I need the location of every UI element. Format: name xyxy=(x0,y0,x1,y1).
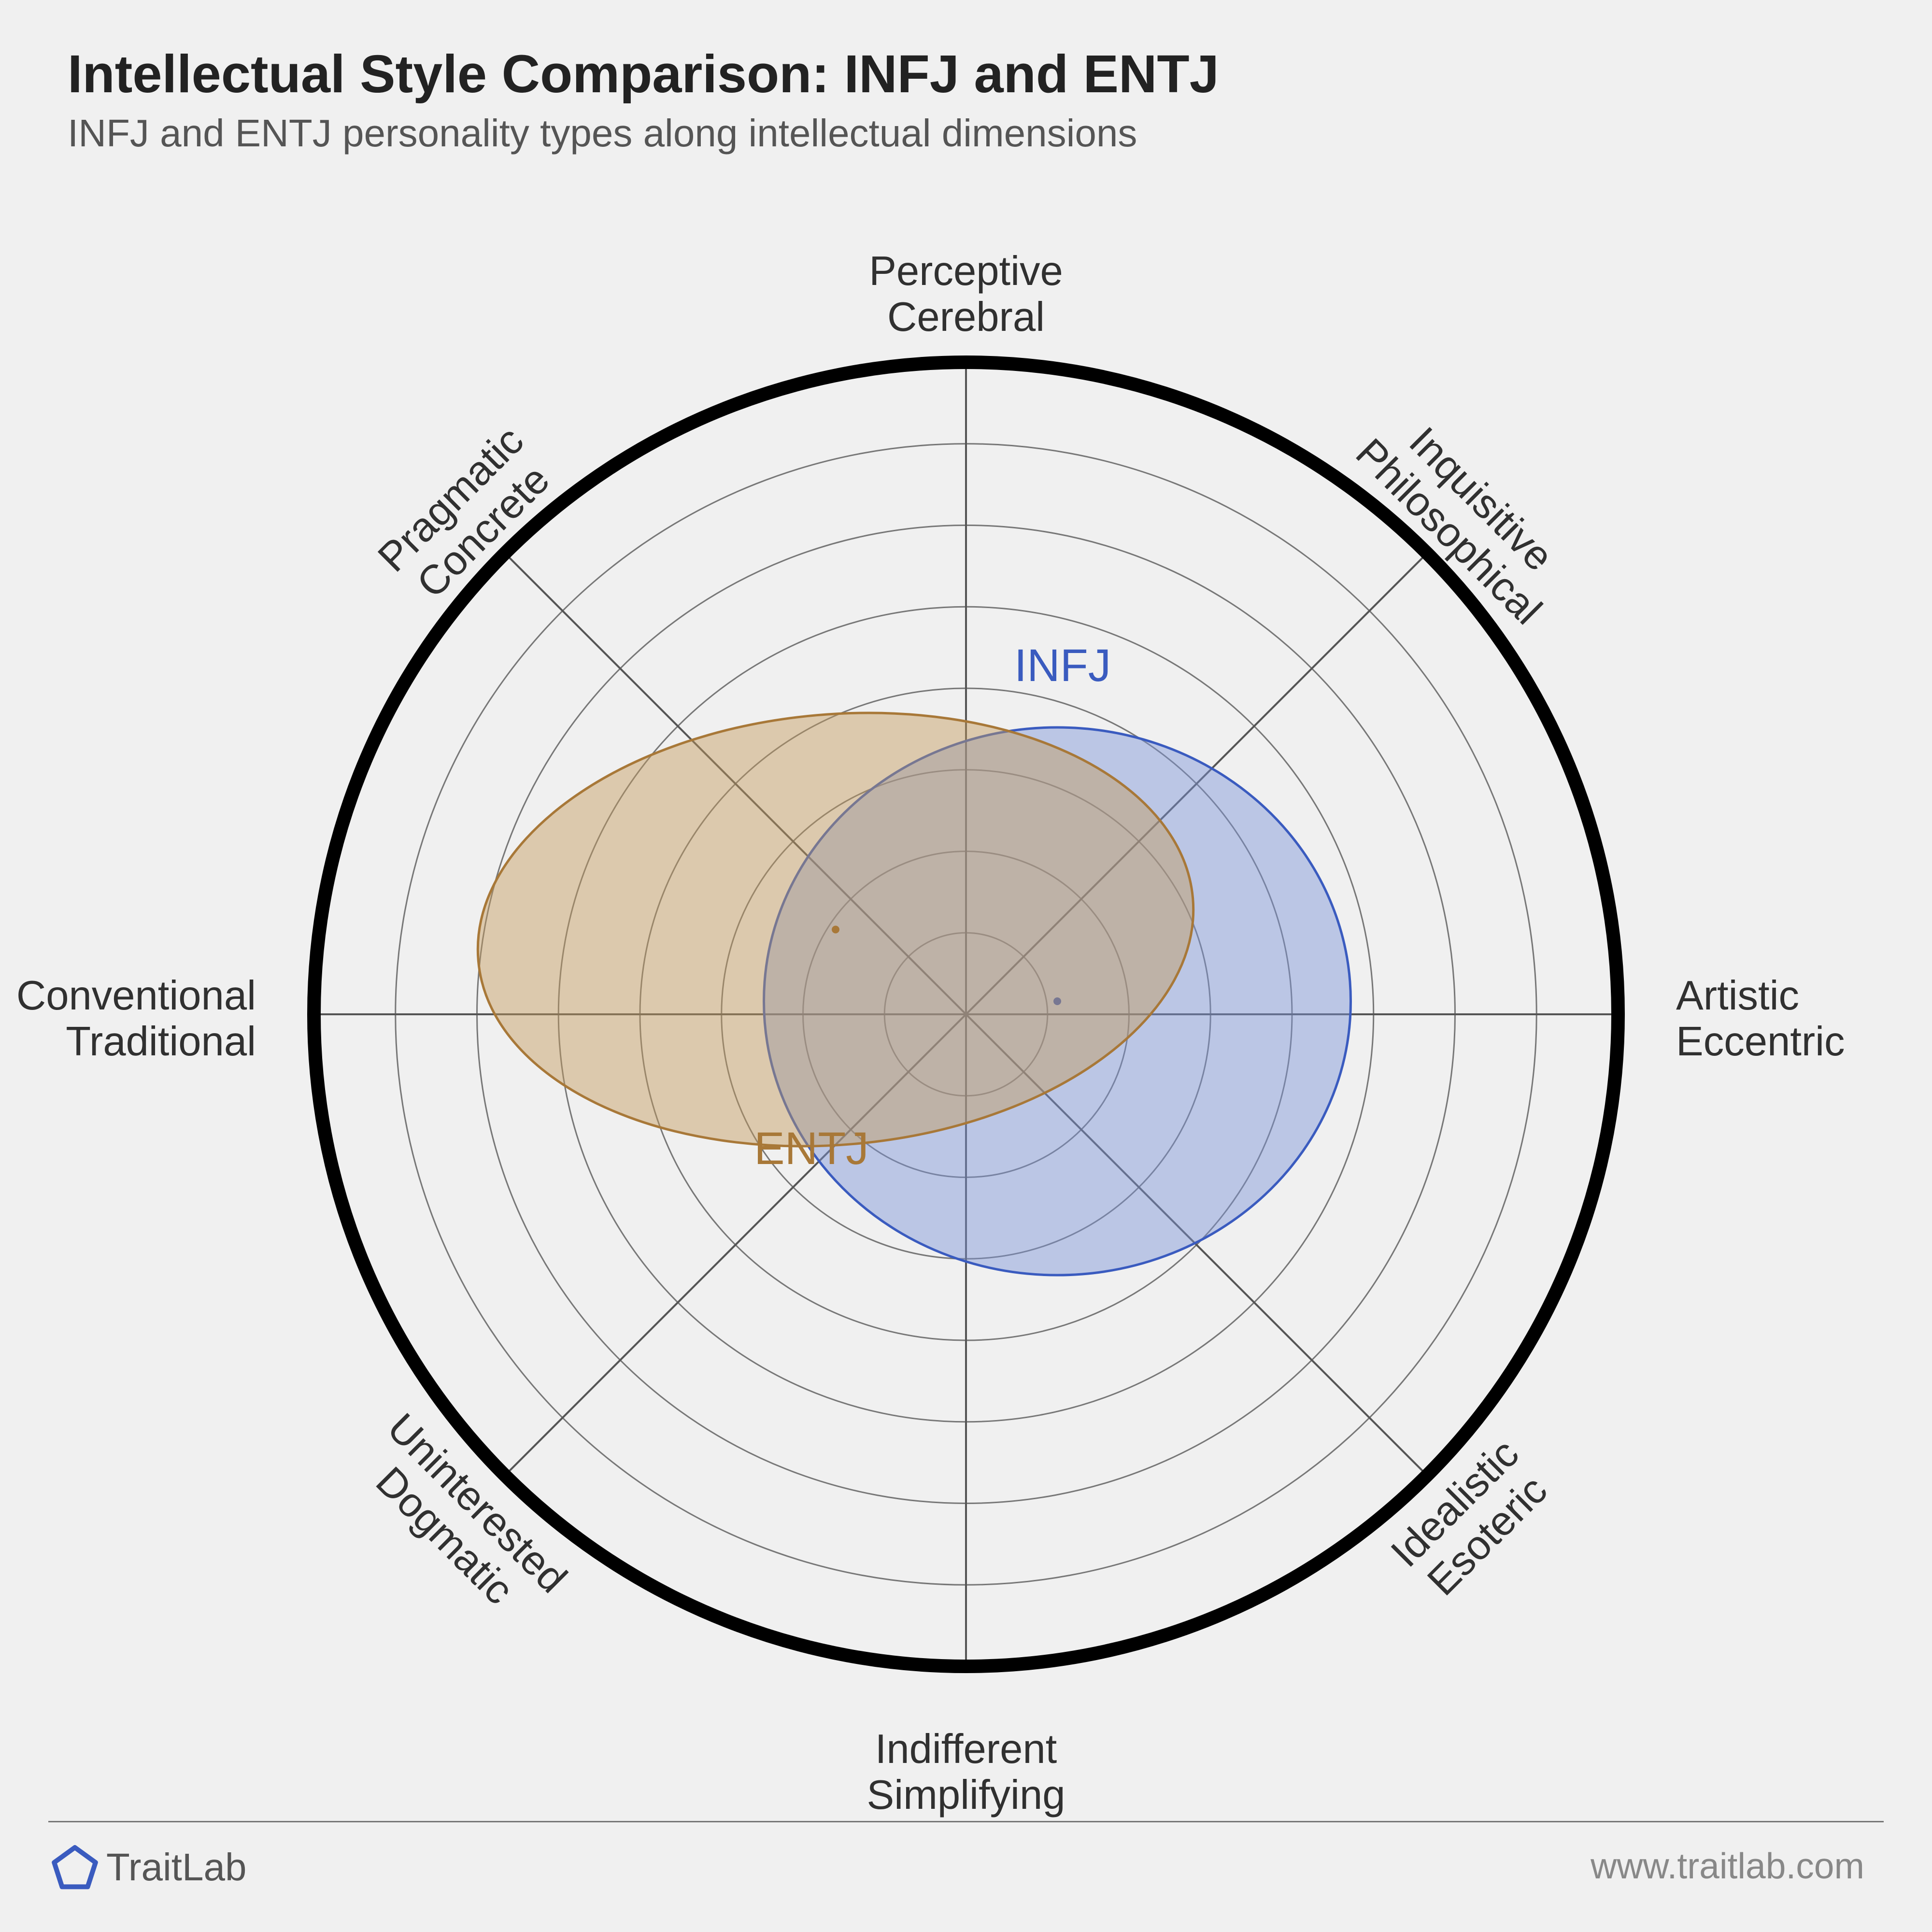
series-label-infj: INFJ xyxy=(1014,640,1111,691)
brand-pentagon-icon xyxy=(48,1840,101,1893)
series-label-entj: ENTJ xyxy=(754,1123,869,1174)
axis-label: ArtisticEccentric xyxy=(1676,973,1845,1065)
axis-label-group: ConventionalTraditional xyxy=(16,973,256,1065)
axis-label: PerceptiveCerebral xyxy=(869,248,1063,340)
panel: Intellectual Style Comparison: INFJ and … xyxy=(0,0,1932,1932)
footer-divider xyxy=(48,1821,1884,1822)
axis-label: ConventionalTraditional xyxy=(16,973,256,1065)
footer-url: www.traitlab.com xyxy=(1591,1845,1864,1887)
footer-brand: TraitLab xyxy=(106,1845,247,1889)
series-center-entj xyxy=(832,926,839,934)
axis-label-group: ArtisticEccentric xyxy=(1676,973,1845,1065)
axis-label-group: IndifferentSimplifying xyxy=(867,1726,1065,1818)
axis-label: IndifferentSimplifying xyxy=(867,1726,1065,1818)
radar-chart: INFJENTJPerceptiveCerebralInquisitivePhi… xyxy=(0,0,1932,1932)
axis-label-group: PerceptiveCerebral xyxy=(869,248,1063,340)
